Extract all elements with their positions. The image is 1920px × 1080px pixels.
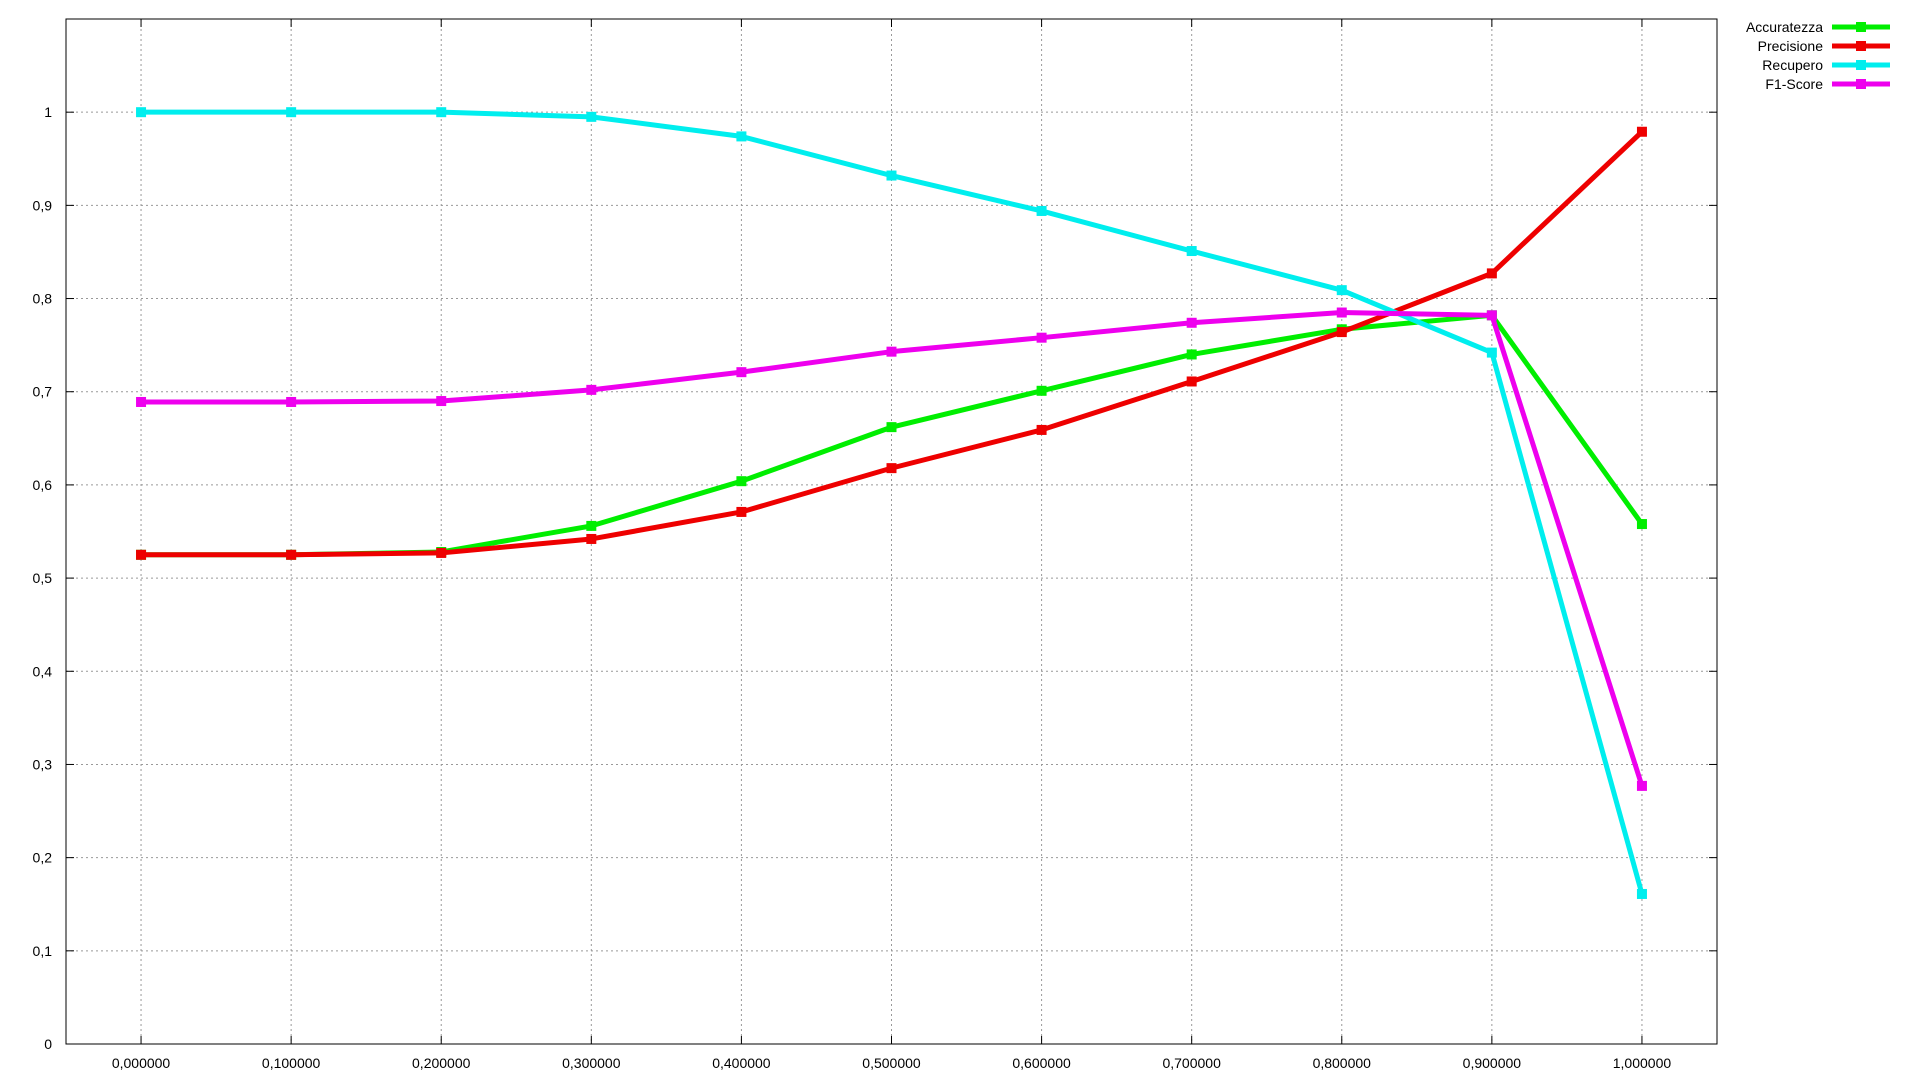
x-tick-label: 0,700000	[1162, 1055, 1221, 1071]
data-point	[1486, 310, 1497, 321]
data-point	[286, 549, 297, 560]
data-point	[586, 520, 597, 531]
x-tick-label: 0,800000	[1313, 1055, 1372, 1071]
data-point	[436, 107, 447, 118]
y-tick-label: 0,7	[33, 384, 53, 400]
y-tick-label: 0,4	[33, 663, 53, 679]
data-point	[1036, 332, 1047, 343]
axis-ticks: 0 0,1 0,2 0,3 0,4 0,5 0,6 0,7 0,8 0,9 1 0,000000 0,1…	[33, 19, 1717, 1071]
legend-swatch-marker	[1856, 79, 1866, 89]
y-tick-label: 0,5	[33, 570, 53, 586]
data-point	[1186, 317, 1197, 328]
y-tick-label: 0,6	[33, 477, 53, 493]
data-point	[886, 346, 897, 357]
data-point	[286, 107, 297, 118]
data-point	[1336, 327, 1347, 338]
y-tick-label: 0,2	[33, 850, 53, 866]
grid-lines	[66, 19, 1717, 1044]
data-point	[1336, 285, 1347, 296]
legend-item: F1-Score	[1765, 76, 1890, 92]
x-tick-label: 0,100000	[262, 1055, 321, 1071]
x-tick-label: 0,200000	[412, 1055, 471, 1071]
data-point	[1636, 780, 1647, 791]
data-point	[1486, 347, 1497, 358]
data-point	[586, 111, 597, 122]
y-tick-label: 0,8	[33, 291, 53, 307]
legend-label: Accuratezza	[1746, 19, 1823, 35]
legend: Accuratezza Precisione Recupero F1-Score	[1746, 19, 1890, 92]
data-point	[436, 547, 447, 558]
data-point	[136, 107, 147, 118]
data-point	[1486, 268, 1497, 279]
x-tick-label: 0,600000	[1012, 1055, 1071, 1071]
y-tick-label: 0	[44, 1036, 52, 1052]
data-point	[1636, 519, 1647, 530]
legend-swatch-marker	[1856, 41, 1866, 51]
data-point	[436, 396, 447, 407]
y-tick-label: 0,9	[33, 197, 53, 213]
data-point	[1036, 205, 1047, 216]
data-point	[1036, 424, 1047, 435]
data-point	[1186, 349, 1197, 360]
x-tick-label: 0,500000	[862, 1055, 921, 1071]
legend-item: Accuratezza	[1746, 19, 1890, 35]
data-point	[886, 170, 897, 181]
data-point	[1186, 376, 1197, 387]
y-tick-label: 1	[44, 104, 52, 120]
data-point	[136, 549, 147, 560]
data-point	[886, 463, 897, 474]
y-tick-label: 0,1	[33, 943, 53, 959]
x-tick-label: 1,000000	[1613, 1055, 1672, 1071]
legend-swatch-marker	[1856, 22, 1866, 32]
data-point	[286, 396, 297, 407]
series-f1-score	[136, 307, 1647, 791]
data-point	[736, 476, 747, 487]
legend-item: Recupero	[1762, 57, 1890, 73]
x-tick-label: 0,900000	[1463, 1055, 1522, 1071]
y-tick-label: 0,3	[33, 756, 53, 772]
data-point	[1036, 385, 1047, 396]
x-tick-label: 0,300000	[562, 1055, 621, 1071]
legend-item: Precisione	[1758, 38, 1890, 54]
legend-label: F1-Score	[1765, 76, 1823, 92]
data-point	[1336, 307, 1347, 318]
data-point	[136, 396, 147, 407]
data-point	[736, 367, 747, 378]
legend-label: Precisione	[1758, 38, 1824, 54]
data-point	[586, 384, 597, 395]
legend-label: Recupero	[1762, 57, 1823, 73]
data-point	[886, 422, 897, 433]
data-point	[1636, 888, 1647, 899]
x-tick-label: 0,000000	[112, 1055, 171, 1071]
data-point	[586, 533, 597, 544]
data-point	[1186, 246, 1197, 257]
x-tick-label: 0,400000	[712, 1055, 771, 1071]
data-point	[736, 131, 747, 142]
legend-swatch-marker	[1856, 60, 1866, 70]
data-point	[736, 506, 747, 517]
plot-frame	[65, 18, 1718, 1045]
data-point	[1636, 126, 1647, 137]
series-lines	[136, 107, 1647, 899]
